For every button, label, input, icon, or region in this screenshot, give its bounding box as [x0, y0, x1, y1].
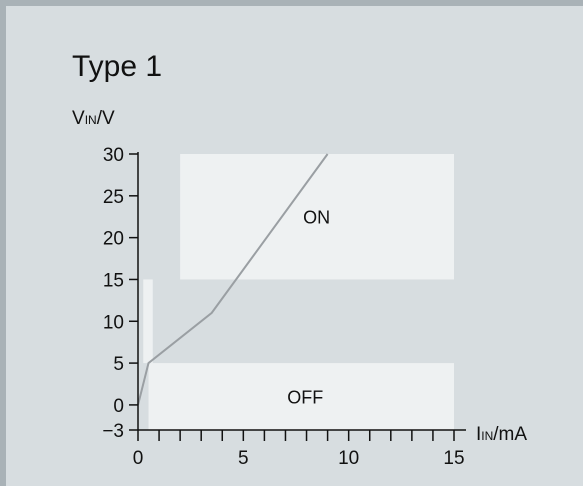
y-tick-label: −3 [102, 421, 124, 442]
y-axis-label: VIN/V [72, 108, 115, 129]
y-tick-label: 10 [103, 312, 124, 333]
y-tick-label: 5 [113, 354, 124, 375]
x-tick-label: 10 [338, 448, 359, 469]
y-tick-label: 25 [103, 187, 124, 208]
y-tick-label: 0 [113, 396, 124, 417]
region-off [148, 363, 455, 430]
y-tick-label: 15 [103, 270, 124, 291]
x-tick-label: 5 [238, 448, 249, 469]
y-tick-label: 20 [103, 229, 124, 250]
region-on [180, 154, 454, 280]
region-label-off: OFF [287, 388, 323, 408]
x-axis-label: IIN/mA [476, 424, 527, 445]
y-tick-label: 30 [103, 145, 124, 166]
series-line-0 [137, 153, 329, 406]
region-label-on: ON [303, 208, 330, 228]
series [137, 153, 329, 406]
chart-title: Type 1 [72, 50, 162, 83]
x-tick-label: 0 [133, 448, 144, 469]
regions: ON OFF [143, 154, 455, 430]
region-band-2 [143, 279, 153, 364]
x-tick-label: 15 [443, 448, 464, 469]
ticks: 30 25 20 15 10 5 0 −3 0 5 10 15 [102, 145, 464, 469]
